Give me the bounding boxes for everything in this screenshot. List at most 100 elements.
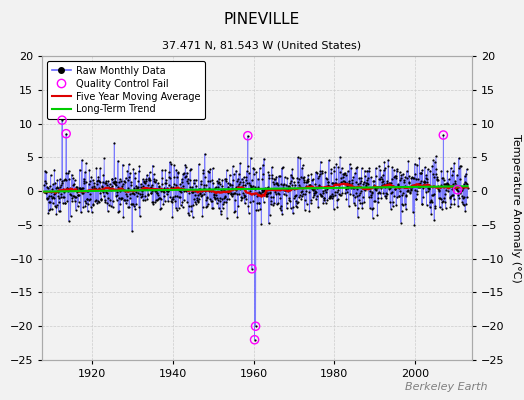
Point — [424, 166, 432, 173]
Point — [235, 181, 243, 187]
Point — [230, 171, 238, 178]
Point — [378, 175, 387, 182]
Point — [78, 157, 86, 163]
Point — [218, 177, 226, 183]
Point — [308, 186, 316, 192]
Point — [395, 193, 403, 200]
Point — [231, 208, 239, 214]
Point — [372, 165, 380, 171]
Point — [253, 190, 261, 196]
Point — [277, 207, 285, 213]
Point — [324, 182, 332, 189]
Point — [456, 163, 465, 169]
Point — [40, 182, 48, 188]
Point — [98, 182, 106, 189]
Point — [325, 157, 333, 164]
Point — [350, 200, 358, 206]
Point — [347, 164, 355, 171]
Point — [88, 209, 96, 215]
Point — [254, 176, 262, 182]
Point — [46, 183, 54, 190]
Point — [400, 183, 409, 189]
Point — [126, 170, 134, 176]
Point — [440, 195, 448, 201]
Point — [209, 180, 217, 187]
Point — [339, 170, 347, 177]
Point — [272, 173, 281, 180]
Point — [346, 190, 354, 197]
Point — [207, 188, 215, 194]
Point — [209, 205, 217, 212]
Point — [407, 175, 416, 182]
Point — [105, 184, 113, 190]
Point — [314, 173, 323, 180]
Point — [126, 195, 135, 201]
Point — [304, 182, 313, 188]
Point — [50, 190, 59, 196]
Point — [454, 203, 462, 209]
Point — [461, 172, 469, 179]
Point — [172, 174, 181, 180]
Point — [67, 185, 75, 192]
Point — [172, 205, 180, 211]
Point — [180, 174, 189, 180]
Point — [284, 186, 292, 193]
Point — [74, 192, 82, 198]
Point — [305, 208, 313, 214]
Point — [325, 195, 333, 202]
Point — [110, 180, 118, 186]
Point — [47, 172, 55, 178]
Point — [288, 166, 297, 172]
Point — [439, 198, 447, 204]
Point — [139, 178, 148, 184]
Point — [286, 198, 294, 204]
Point — [237, 176, 246, 182]
Point — [45, 198, 53, 205]
Point — [63, 198, 71, 204]
Point — [357, 188, 365, 194]
Point — [173, 169, 182, 176]
Point — [389, 203, 397, 209]
Point — [259, 188, 268, 194]
Point — [388, 199, 397, 205]
Point — [72, 183, 81, 190]
Point — [384, 157, 392, 164]
Point — [222, 199, 230, 205]
Point — [291, 182, 299, 188]
Point — [389, 174, 398, 180]
Point — [191, 188, 200, 194]
Point — [169, 194, 177, 200]
Point — [188, 189, 196, 196]
Point — [143, 196, 151, 202]
Point — [330, 164, 339, 170]
Point — [281, 192, 290, 198]
Point — [317, 193, 325, 200]
Point — [96, 196, 105, 202]
Point — [134, 184, 143, 190]
Point — [348, 183, 357, 189]
Point — [57, 194, 66, 201]
Point — [278, 211, 286, 217]
Point — [89, 177, 97, 183]
Point — [250, 186, 259, 192]
Point — [328, 194, 336, 201]
Point — [365, 168, 373, 174]
Point — [140, 185, 148, 192]
Point — [85, 197, 93, 203]
Point — [296, 192, 304, 198]
Point — [385, 185, 394, 192]
Point — [222, 178, 231, 184]
Point — [174, 205, 183, 211]
Point — [401, 200, 409, 207]
Point — [420, 179, 428, 185]
Point — [333, 188, 341, 195]
Point — [305, 182, 314, 188]
Point — [279, 181, 287, 188]
Point — [318, 168, 326, 174]
Point — [92, 197, 100, 204]
Point — [388, 164, 396, 170]
Point — [223, 180, 232, 186]
Point — [263, 193, 271, 200]
Point — [395, 184, 403, 191]
Point — [275, 191, 283, 197]
